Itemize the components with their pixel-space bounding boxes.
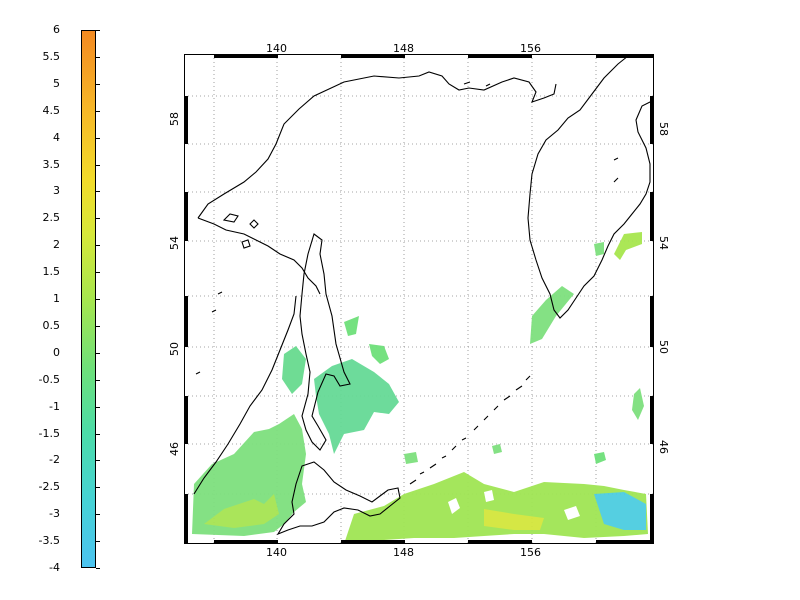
colorbar-tick-mark	[96, 299, 100, 300]
colorbar-tick-label: 2.5	[42, 211, 61, 225]
colorbar-tick-label: 4.5	[42, 103, 61, 117]
colorbar-tick-mark	[96, 460, 100, 462]
colorbar-tick-mark	[96, 406, 100, 408]
lat-label-left: 50	[168, 342, 181, 356]
lat-label-right: 58	[657, 122, 670, 136]
lon-label-top: 140	[266, 42, 287, 55]
colorbar-tick-mark	[96, 56, 100, 58]
colorbar-tick-mark	[96, 514, 100, 516]
colorbar-tick-mark	[96, 30, 100, 31]
colorbar-tick-label: -2	[49, 453, 60, 467]
data-field	[192, 232, 648, 544]
colorbar-tick-label: 3	[53, 184, 60, 198]
colorbar-tick-mark	[96, 245, 100, 247]
colorbar-tick-label: 5.5	[42, 49, 61, 63]
lon-label-bottom: 148	[393, 546, 414, 559]
colorbar-tick-label: 2	[53, 238, 60, 252]
lon-label-top: 148	[393, 42, 414, 55]
colorbar-tick-mark	[96, 137, 100, 139]
colorbar-tick-mark	[96, 272, 100, 274]
colorbar	[81, 30, 96, 568]
lat-label-right: 50	[657, 340, 670, 354]
lon-label-bottom: 140	[266, 546, 287, 559]
colorbar-tick-label: 6	[53, 23, 60, 36]
colorbar-tick-label: -2.5	[38, 480, 60, 494]
missing-data	[448, 490, 580, 520]
colorbar-tick-mark	[96, 352, 100, 354]
colorbar-tick-mark	[96, 164, 100, 166]
colorbar-tick-label: -3	[49, 507, 60, 521]
lon-label-bottom: 156	[520, 546, 541, 559]
lat-label-left: 46	[168, 442, 181, 456]
colorbar-tick-mark	[96, 325, 100, 327]
lat-label-left: 58	[168, 112, 181, 126]
lat-label-right: 54	[657, 236, 670, 250]
colorbar-tick-label: 3.5	[42, 157, 61, 171]
colorbar-tick-label: -1.5	[38, 426, 60, 440]
colorbar-tick-label: 1.5	[42, 265, 61, 279]
colorbar-tick-label: 5	[53, 76, 60, 90]
colorbar-tick-mark	[96, 541, 100, 543]
lat-label-left: 54	[168, 236, 181, 250]
colorbar-tick-label: 4	[53, 130, 60, 144]
lat-label-right: 46	[657, 440, 670, 454]
colorbar-tick-mark	[96, 379, 100, 381]
colorbar-tick-mark	[96, 110, 100, 112]
coastline	[193, 55, 654, 536]
colorbar-tick-mark	[96, 218, 100, 220]
colorbar-tick-mark	[96, 83, 100, 85]
colorbar-tick-label: -0.5	[38, 372, 60, 386]
colorbar-tick-label: -1	[49, 399, 60, 413]
colorbar-tick-mark	[96, 433, 100, 435]
frame-ticks	[184, 54, 654, 544]
colorbar-tick-mark	[96, 568, 100, 569]
colorbar-tick-mark	[96, 191, 100, 193]
lon-label-top: 156	[520, 42, 541, 55]
colorbar-tick-label: 1	[53, 292, 60, 305]
colorbar-tick-label: -3.5	[38, 534, 60, 548]
colorbar-tick-label: 0.5	[42, 318, 61, 332]
colorbar-tick-label: 0	[53, 345, 60, 359]
map-frame	[184, 54, 654, 544]
colorbar-tick-mark	[96, 487, 100, 489]
colorbar-tick-label: -4	[49, 561, 60, 574]
